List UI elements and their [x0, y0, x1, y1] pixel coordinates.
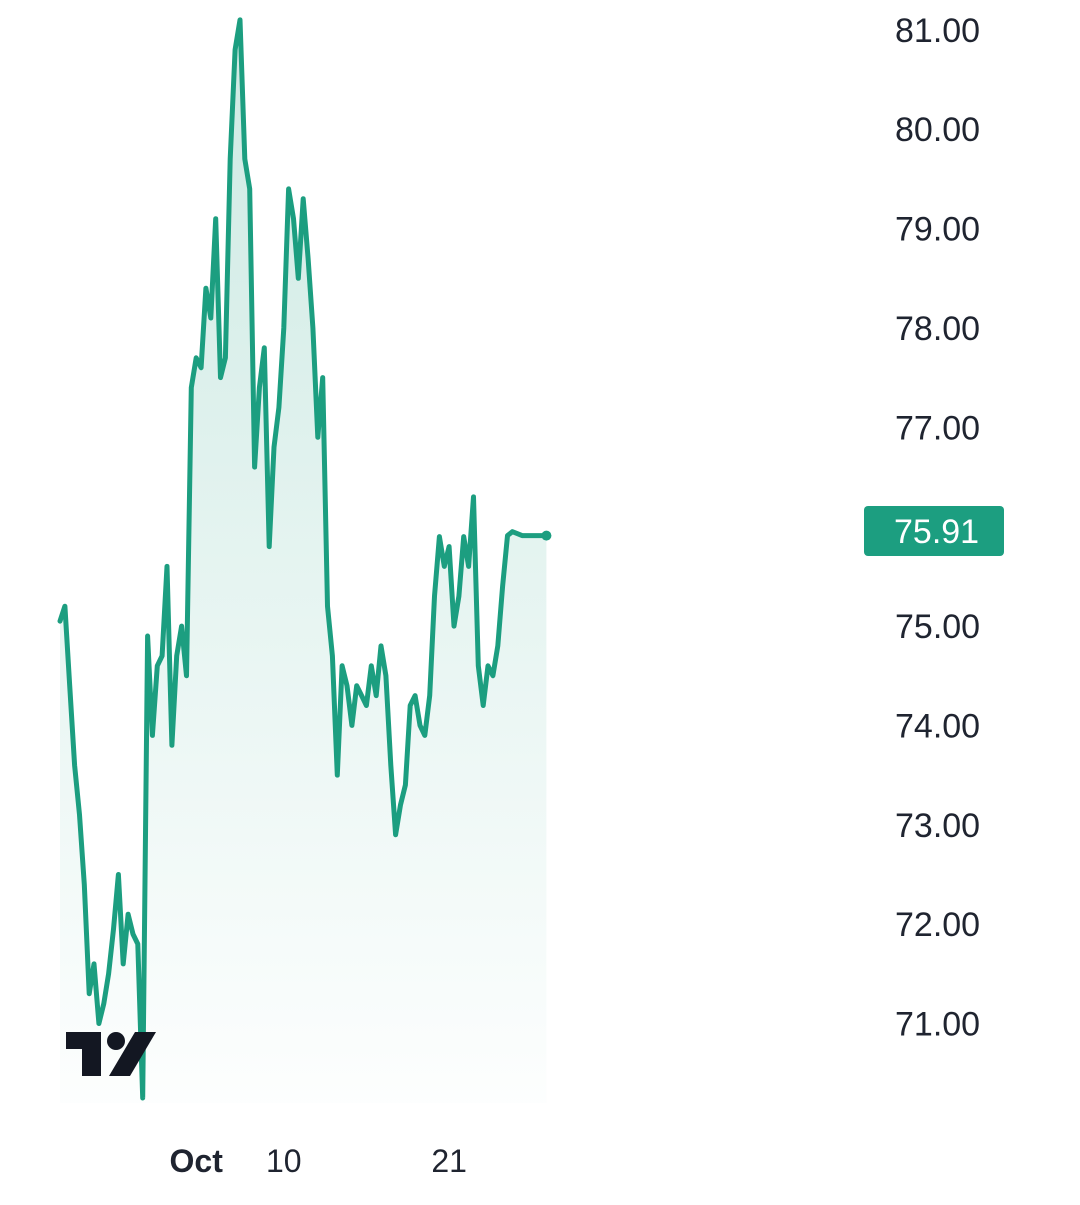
y-tick-label: 78.00 — [895, 310, 980, 348]
last-point-marker — [541, 530, 552, 541]
y-tick-label: 79.00 — [895, 211, 980, 249]
y-tick-label: 72.00 — [895, 906, 980, 944]
y-tick-label: 73.00 — [895, 807, 980, 845]
plot-area — [57, 17, 552, 1103]
last-price-label: 75.91 — [894, 513, 979, 551]
x-tick-label: 10 — [266, 1143, 302, 1179]
y-tick-label: 75.00 — [895, 608, 980, 646]
tradingview-logo — [66, 1032, 156, 1076]
y-tick-label: 80.00 — [895, 111, 980, 149]
x-tick-label: 21 — [431, 1143, 467, 1179]
y-tick-label: 74.00 — [895, 707, 980, 745]
y-axis: 81.00 80.00 79.00 78.00 77.00 75.00 74.00 73.00… — [895, 12, 980, 1044]
x-tick-label: Oct — [170, 1143, 224, 1179]
y-tick-label: 71.00 — [895, 1006, 980, 1044]
series-area — [60, 19, 547, 1103]
last-price-badge-bg — [864, 506, 1004, 556]
last-price-badge: 75.91 — [864, 506, 1004, 556]
x-axis: Oct 10 21 — [170, 1143, 467, 1179]
y-tick-label: 81.00 — [895, 12, 980, 50]
y-tick-label: 77.00 — [895, 409, 980, 447]
